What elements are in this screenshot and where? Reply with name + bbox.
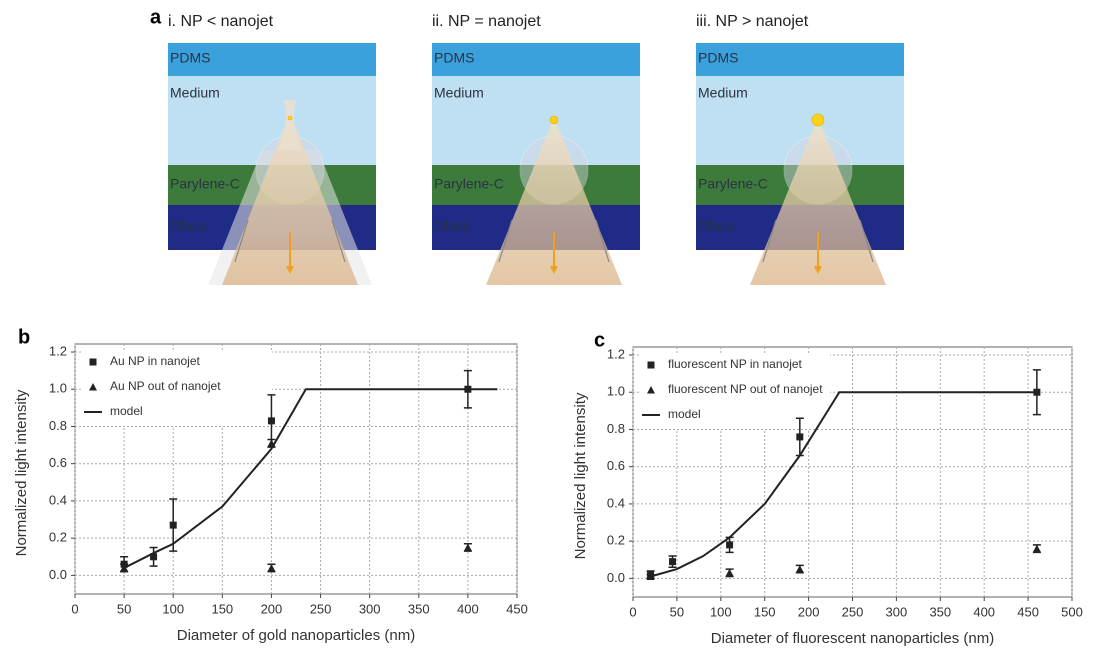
y-tick-label: 0.8	[49, 418, 67, 433]
y-tick-label: 0.6	[49, 455, 67, 470]
legend-label: Au NP out of nanojet	[110, 379, 221, 393]
layer-label: Glass	[170, 218, 206, 234]
nanoparticle	[288, 116, 292, 120]
layer-label: Medium	[170, 85, 220, 101]
figure: a i. NP < nanojet PDMS Medium Parylene-C Gla…	[0, 0, 1096, 651]
y-tick-label: 0.4	[49, 492, 67, 507]
y-tick-label: 0.2	[49, 530, 67, 545]
layer-label: Medium	[698, 85, 748, 101]
layer-label: PDMS	[434, 50, 474, 66]
layer-label: PDMS	[698, 50, 738, 66]
layer-label: Medium	[434, 85, 484, 101]
layer-label: Parylene-C	[698, 176, 768, 192]
legend-label: Au NP in nanojet	[110, 354, 201, 368]
nanoparticle	[550, 116, 558, 124]
x-axis-title: Diameter of gold nanoparticles (nm)	[177, 627, 415, 644]
x-tick-label: 300	[886, 604, 908, 619]
x-tick-label: 400	[973, 604, 995, 619]
legend-label: fluorescent NP in nanojet	[668, 357, 803, 371]
x-tick-label: 250	[842, 604, 864, 619]
legend-swatch	[90, 359, 97, 366]
x-tick-label: 200	[798, 604, 820, 619]
marker	[726, 541, 733, 548]
x-tick-label: 450	[506, 601, 528, 616]
y-tick-label: 0.4	[607, 495, 625, 510]
layer-label: Parylene-C	[434, 176, 504, 192]
panel-title: iii. NP > nanojet	[696, 13, 809, 30]
panel-title: i. NP < nanojet	[168, 13, 274, 30]
y-tick-label: 1.2	[49, 343, 67, 358]
x-tick-label: 50	[670, 604, 684, 619]
legend-label: model	[668, 407, 701, 421]
y-tick-label: 0.0	[49, 567, 67, 582]
x-tick-label: 150	[211, 601, 233, 616]
marker	[669, 558, 676, 565]
x-tick-label: 300	[359, 601, 381, 616]
x-tick-label: 450	[1017, 604, 1039, 619]
x-tick-label: 0	[629, 604, 636, 619]
y-tick-label: 0.6	[607, 458, 625, 473]
x-tick-label: 200	[261, 601, 283, 616]
marker	[796, 565, 804, 573]
x-tick-label: 150	[754, 604, 776, 619]
x-tick-label: 50	[117, 601, 131, 616]
y-tick-label: 1.0	[49, 381, 67, 396]
y-axis-title: Normalized light intensity	[13, 389, 30, 556]
layer-label: Glass	[434, 218, 470, 234]
nanoparticle	[812, 114, 824, 126]
legend-label: fluorescent NP out of nanojet	[668, 382, 823, 396]
panel-label: a	[150, 6, 162, 28]
marker	[170, 522, 177, 529]
marker	[267, 564, 275, 572]
y-tick-label: 1.2	[607, 346, 625, 361]
x-tick-label: 0	[71, 601, 78, 616]
y-tick-label: 0.0	[607, 570, 625, 585]
legend-label: model	[110, 404, 143, 418]
y-axis-title: Normalized light intensity	[572, 392, 589, 559]
marker	[796, 433, 803, 440]
layer-label: PDMS	[170, 50, 210, 66]
y-tick-label: 0.2	[607, 533, 625, 548]
x-tick-label: 100	[162, 601, 184, 616]
marker	[464, 543, 472, 551]
marker	[726, 569, 734, 577]
panel-title: ii. NP = nanojet	[432, 13, 541, 30]
x-tick-label: 250	[310, 601, 332, 616]
x-tick-label: 350	[408, 601, 430, 616]
y-tick-label: 0.8	[607, 421, 625, 436]
layer-label: Glass	[698, 218, 734, 234]
marker	[268, 417, 275, 424]
marker	[1033, 545, 1041, 553]
x-tick-label: 400	[457, 601, 479, 616]
panel-label: b	[18, 326, 30, 348]
x-tick-label: 500	[1061, 604, 1083, 619]
x-tick-label: 100	[710, 604, 732, 619]
panel-label: c	[594, 329, 605, 351]
x-tick-label: 350	[929, 604, 951, 619]
layer-label: Parylene-C	[170, 176, 240, 192]
y-tick-label: 1.0	[607, 384, 625, 399]
x-axis-title: Diameter of fluorescent nanoparticles (n…	[711, 630, 994, 647]
legend-swatch	[648, 362, 655, 369]
